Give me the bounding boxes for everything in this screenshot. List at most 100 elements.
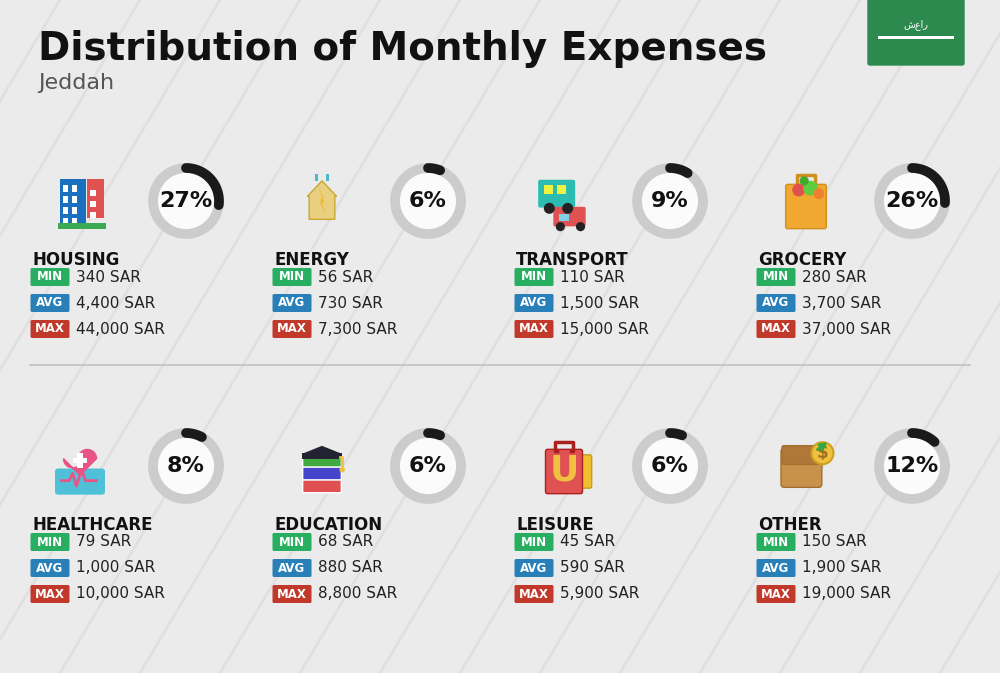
Bar: [90, 190, 96, 197]
FancyBboxPatch shape: [272, 294, 312, 312]
Bar: [326, 174, 329, 181]
Text: 9%: 9%: [651, 191, 689, 211]
FancyBboxPatch shape: [538, 180, 575, 207]
FancyBboxPatch shape: [757, 585, 796, 603]
Text: MIN: MIN: [521, 536, 547, 548]
Circle shape: [800, 176, 809, 186]
FancyBboxPatch shape: [781, 448, 822, 487]
Text: 19,000 SAR: 19,000 SAR: [802, 586, 891, 602]
FancyBboxPatch shape: [30, 268, 70, 286]
Bar: [87, 179, 104, 217]
FancyBboxPatch shape: [303, 480, 341, 493]
Text: MAX: MAX: [519, 322, 549, 336]
Text: AVG: AVG: [762, 297, 790, 310]
Text: 6%: 6%: [409, 456, 447, 476]
Text: MIN: MIN: [763, 271, 789, 283]
Circle shape: [576, 222, 585, 232]
Text: MAX: MAX: [277, 322, 307, 336]
Text: ENERGY: ENERGY: [274, 251, 349, 269]
Text: AVG: AVG: [36, 561, 64, 575]
Text: AVG: AVG: [278, 297, 306, 310]
Text: 280 SAR: 280 SAR: [802, 269, 867, 285]
FancyBboxPatch shape: [757, 320, 796, 338]
Text: Jeddah: Jeddah: [38, 73, 114, 93]
Text: 26%: 26%: [885, 191, 939, 211]
Bar: [63, 197, 68, 203]
Text: U: U: [549, 454, 579, 487]
Text: MIN: MIN: [763, 536, 789, 548]
Bar: [63, 207, 68, 214]
FancyBboxPatch shape: [30, 533, 70, 551]
Bar: [72, 186, 77, 192]
Text: HOUSING: HOUSING: [32, 251, 119, 269]
Text: شعار: شعار: [904, 19, 928, 30]
Text: 12%: 12%: [885, 456, 939, 476]
Text: 15,000 SAR: 15,000 SAR: [560, 322, 649, 336]
FancyBboxPatch shape: [553, 207, 586, 226]
Text: GROCERY: GROCERY: [758, 251, 846, 269]
Text: 110 SAR: 110 SAR: [560, 269, 625, 285]
Text: MAX: MAX: [277, 588, 307, 600]
Bar: [72, 197, 77, 203]
Text: 730 SAR: 730 SAR: [318, 295, 383, 310]
Circle shape: [642, 173, 698, 229]
Text: 340 SAR: 340 SAR: [76, 269, 141, 285]
Text: EDUCATION: EDUCATION: [274, 516, 382, 534]
Circle shape: [400, 438, 456, 494]
FancyBboxPatch shape: [303, 454, 341, 467]
Text: 68 SAR: 68 SAR: [318, 534, 373, 549]
Text: 79 SAR: 79 SAR: [76, 534, 131, 549]
Text: 44,000 SAR: 44,000 SAR: [76, 322, 165, 336]
FancyBboxPatch shape: [514, 585, 554, 603]
FancyBboxPatch shape: [272, 585, 312, 603]
Text: MAX: MAX: [35, 588, 65, 600]
FancyBboxPatch shape: [757, 294, 796, 312]
Circle shape: [158, 173, 214, 229]
Text: 45 SAR: 45 SAR: [560, 534, 615, 549]
FancyBboxPatch shape: [272, 559, 312, 577]
Bar: [90, 212, 96, 219]
FancyBboxPatch shape: [303, 467, 341, 480]
FancyBboxPatch shape: [272, 533, 312, 551]
FancyBboxPatch shape: [30, 585, 70, 603]
Text: 6%: 6%: [409, 191, 447, 211]
Circle shape: [792, 184, 805, 197]
Text: MIN: MIN: [521, 271, 547, 283]
Text: 6%: 6%: [651, 456, 689, 476]
Text: 27%: 27%: [159, 191, 213, 211]
Text: 8,800 SAR: 8,800 SAR: [318, 586, 397, 602]
FancyBboxPatch shape: [757, 268, 796, 286]
Text: 8%: 8%: [167, 456, 205, 476]
Text: 150 SAR: 150 SAR: [802, 534, 867, 549]
Circle shape: [556, 222, 565, 232]
Text: AVG: AVG: [520, 297, 548, 310]
Text: Distribution of Monthly Expenses: Distribution of Monthly Expenses: [38, 30, 767, 68]
Bar: [544, 186, 553, 194]
Text: 5,900 SAR: 5,900 SAR: [560, 586, 639, 602]
Bar: [559, 214, 569, 221]
Text: 7,300 SAR: 7,300 SAR: [318, 322, 397, 336]
Text: 10,000 SAR: 10,000 SAR: [76, 586, 165, 602]
FancyBboxPatch shape: [786, 184, 826, 229]
FancyBboxPatch shape: [514, 533, 554, 551]
Polygon shape: [307, 181, 337, 219]
Bar: [90, 201, 96, 207]
Circle shape: [884, 438, 940, 494]
FancyBboxPatch shape: [55, 468, 105, 495]
Bar: [63, 186, 68, 192]
Text: $: $: [817, 444, 828, 462]
Circle shape: [339, 467, 345, 472]
Text: HEALTHCARE: HEALTHCARE: [32, 516, 152, 534]
Bar: [63, 219, 68, 225]
FancyBboxPatch shape: [546, 450, 582, 494]
Text: OTHER: OTHER: [758, 516, 822, 534]
Polygon shape: [302, 453, 342, 459]
Text: MIN: MIN: [279, 536, 305, 548]
Circle shape: [400, 173, 456, 229]
Text: MAX: MAX: [761, 588, 791, 600]
FancyBboxPatch shape: [568, 455, 592, 488]
Text: MIN: MIN: [279, 271, 305, 283]
Text: MIN: MIN: [37, 536, 63, 548]
Polygon shape: [64, 450, 96, 475]
Bar: [878, 36, 954, 40]
